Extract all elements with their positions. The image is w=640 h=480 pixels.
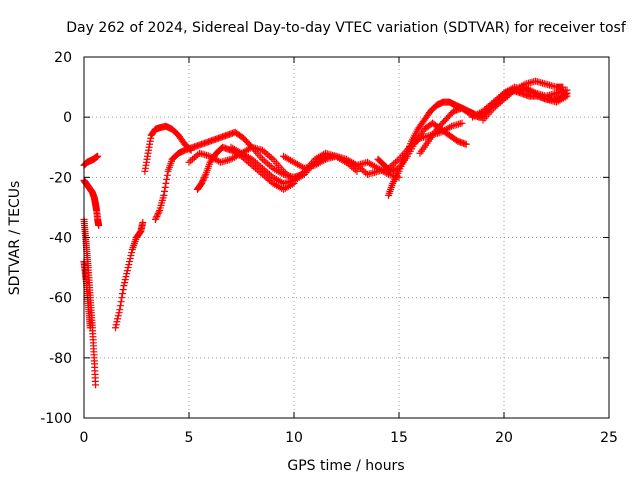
data-point: [563, 86, 571, 94]
data-point: [86, 324, 94, 332]
plot-frame: [83, 56, 610, 419]
data-point: [462, 140, 470, 148]
y-tick-label: -20: [49, 170, 72, 186]
data-points: [80, 77, 571, 389]
data-point: [126, 258, 133, 266]
grid: [84, 57, 609, 418]
data-point: [126, 255, 134, 263]
data-point: [200, 173, 208, 181]
data-point: [121, 276, 129, 284]
data-point: [153, 212, 161, 220]
x-tick-label: 5: [185, 430, 194, 446]
data-point: [125, 261, 133, 269]
y-tick-label: -60: [49, 291, 72, 307]
x-axis-label: GPS time / hours: [287, 458, 404, 474]
data-point: [112, 321, 120, 329]
x-tick-label: 15: [390, 430, 408, 446]
data-point: [124, 264, 132, 272]
data-point: [123, 270, 131, 278]
data-point: [458, 119, 466, 127]
data-point: [152, 214, 160, 222]
data-point: [120, 282, 128, 290]
x-tick-label: 10: [285, 430, 303, 446]
chart-title: Day 262 of 2024, Sidereal Day-to-day VTE…: [66, 20, 627, 36]
data-point: [116, 306, 124, 314]
data-point: [94, 152, 102, 160]
data-point: [95, 221, 103, 229]
data-point: [119, 290, 126, 298]
data-point: [154, 211, 161, 219]
data-point: [563, 92, 571, 100]
y-tick-label: 0: [63, 110, 72, 126]
data-point: [116, 302, 124, 310]
data-point: [117, 298, 125, 306]
y-tick-label: -100: [40, 411, 72, 427]
y-tick-label: -40: [49, 231, 72, 247]
x-tick-label: 0: [80, 430, 89, 446]
data-point: [118, 294, 126, 302]
data-point: [161, 183, 169, 191]
data-point: [199, 176, 207, 184]
data-point: [198, 179, 206, 187]
data-point: [92, 381, 100, 389]
data-point: [198, 178, 206, 186]
y-tick-label: -80: [49, 351, 72, 367]
data-point: [115, 309, 123, 317]
data-point: [201, 172, 209, 180]
data-point: [162, 179, 170, 187]
data-point: [353, 167, 361, 175]
x-tick-label: 20: [495, 430, 513, 446]
data-point: [155, 208, 163, 216]
data-point: [200, 175, 208, 183]
data-point: [559, 83, 567, 91]
data-point: [139, 218, 147, 226]
data-point: [161, 187, 168, 195]
data-point: [151, 215, 159, 223]
data-point: [119, 286, 127, 294]
y-ticks: -100 -80 -60 -40 -20 0 20: [40, 50, 609, 427]
data-point: [160, 191, 168, 199]
data-point: [127, 252, 135, 260]
x-tick-label: 25: [600, 430, 618, 446]
data-point: [114, 315, 122, 323]
data-point: [163, 171, 171, 179]
y-axis-label: SDTVAR / TECUs: [7, 181, 23, 296]
data-point: [114, 312, 122, 320]
data-point: [112, 324, 119, 332]
x-ticks: 0 5 10 15 20 25: [80, 57, 618, 446]
data-point: [122, 273, 130, 281]
data-point: [121, 279, 129, 287]
data-point: [113, 318, 121, 326]
y-tick-label: 20: [54, 50, 72, 66]
data-point: [154, 209, 162, 217]
data-point: [163, 175, 171, 183]
data-point: [128, 249, 136, 257]
data-point: [123, 267, 131, 275]
